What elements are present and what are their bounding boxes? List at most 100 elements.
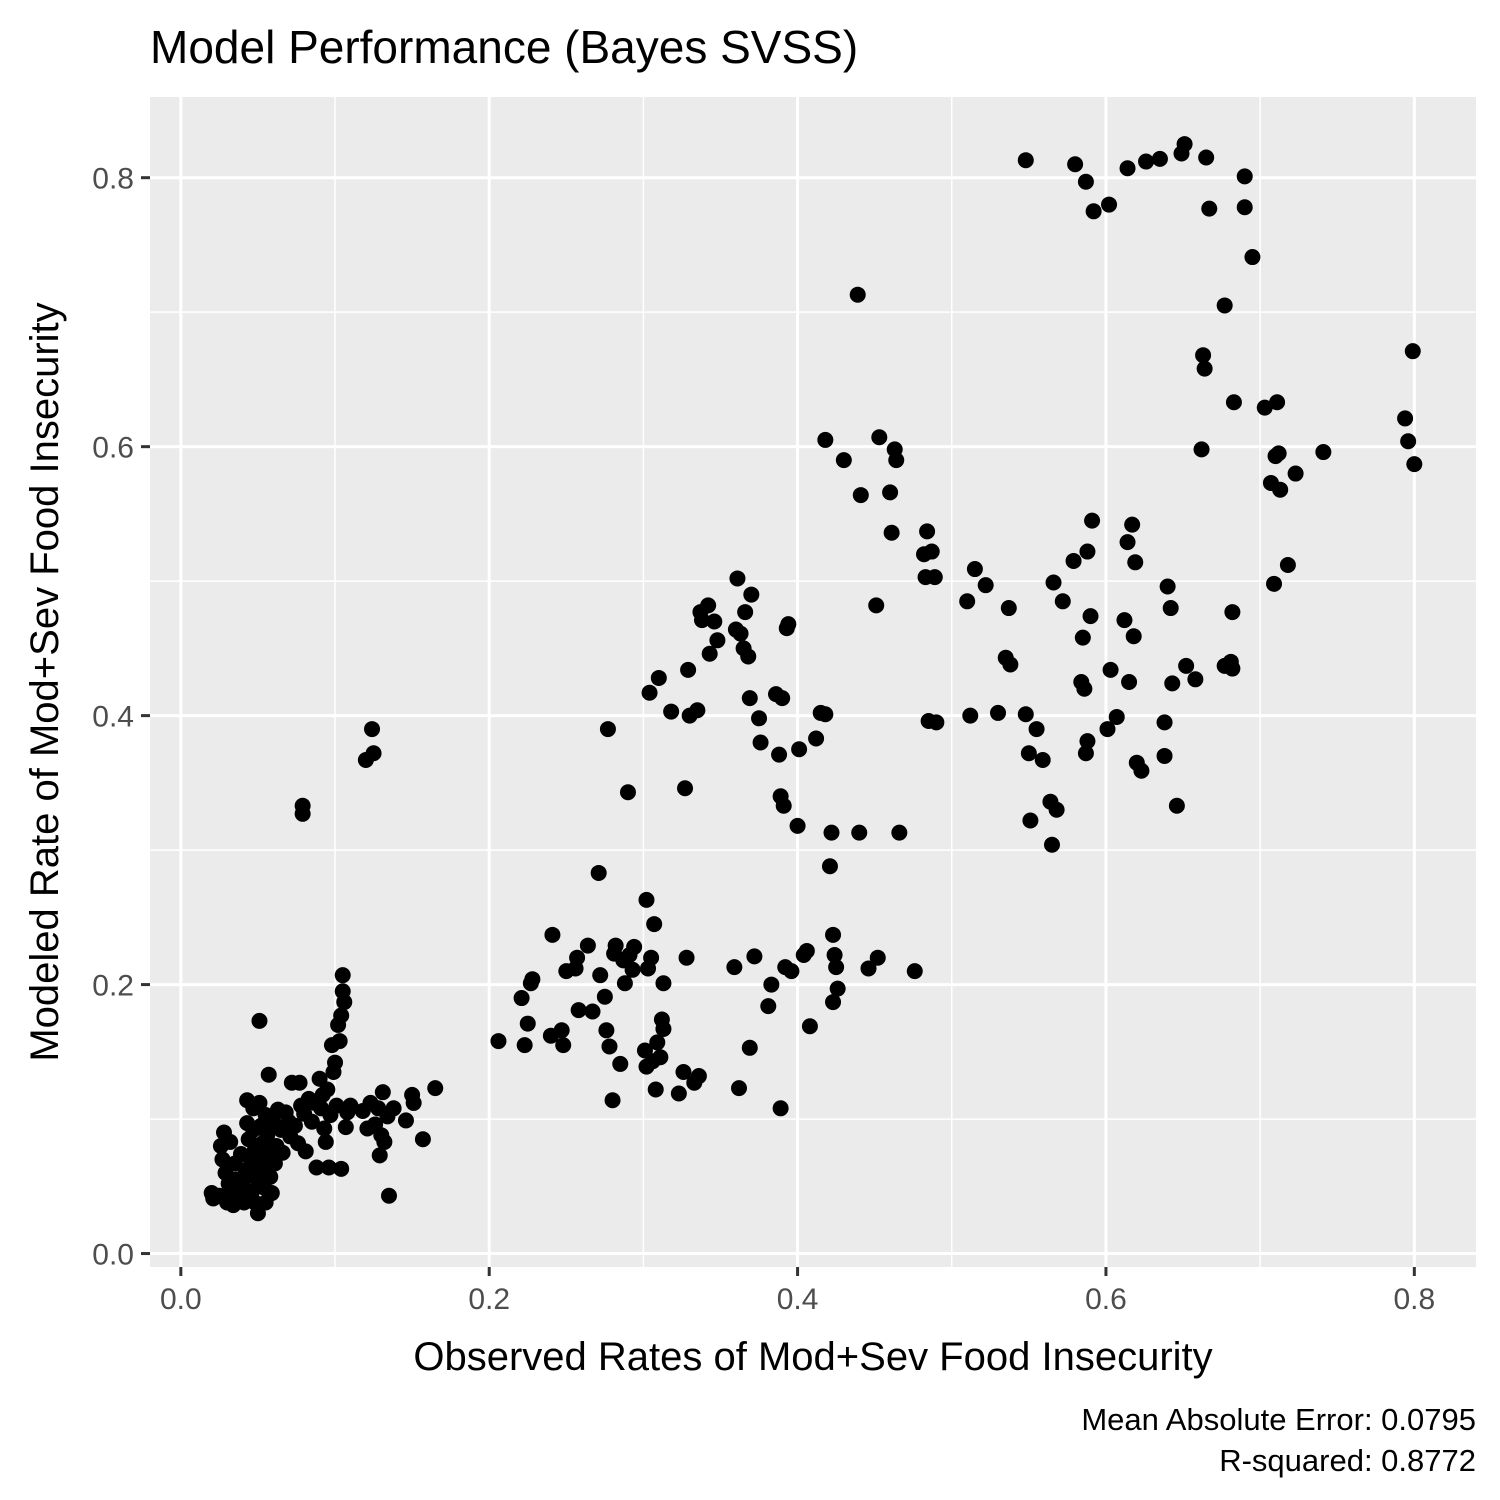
data-point [544,926,561,943]
data-point [689,702,706,719]
data-point [1225,394,1242,411]
data-point [516,1037,533,1054]
y-axis-title: Modeled Rate of Mod+Sev Food Insecurity [23,302,67,1061]
data-point [524,971,541,988]
y-tick-label: 0.8 [92,163,134,196]
data-point [675,1064,692,1080]
data-point [760,998,777,1015]
caption-r-squared: R-squared: 0.8772 [1219,1443,1476,1478]
data-point [1270,445,1287,462]
data-point [405,1094,422,1111]
data-point [990,704,1007,721]
data-point [966,561,983,578]
data-point [919,523,936,540]
data-point [851,824,868,841]
data-point [337,1119,354,1136]
data-point [677,780,694,797]
data-point [1077,745,1094,762]
data-point [414,1131,431,1148]
x-tick-label: 0.4 [777,1283,819,1316]
data-point [251,1012,268,1029]
data-point [1121,674,1138,690]
data-point [1256,399,1273,416]
data-point [259,1127,276,1144]
data-point [1187,671,1204,688]
data-point [729,570,746,587]
data-point [670,1085,687,1102]
data-point [1045,574,1062,591]
x-axis-title: Observed Rates of Mod+Sev Food Insecurit… [413,1335,1212,1379]
data-point [365,745,382,762]
data-point [376,1133,393,1150]
data-point [1287,465,1304,482]
data-point [619,784,636,801]
data-point [1000,600,1017,617]
data-point [923,543,940,560]
data-point [1077,173,1094,190]
data-point [709,632,726,649]
data-point [829,980,846,997]
data-point [1028,721,1045,738]
data-point [316,1120,333,1137]
x-tick-label: 0.8 [1393,1283,1435,1316]
data-point [616,975,633,992]
data-point [1082,608,1099,625]
data-point [652,1049,669,1066]
data-point [959,593,976,610]
chart-title: Model Performance (Bayes SVSS) [150,21,858,73]
data-point [601,1038,618,1055]
data-point [1162,600,1179,617]
data-point [598,1022,615,1039]
data-point [1164,675,1181,692]
data-point [1054,593,1071,610]
data-point [612,1055,629,1072]
data-point [1102,661,1119,678]
y-tick-label: 0.4 [92,701,134,734]
data-point [397,1112,414,1129]
data-point [222,1133,239,1150]
data-point [1127,554,1144,571]
data-point [1195,347,1212,364]
data-point [513,990,530,1007]
data-point [780,616,797,633]
data-point [374,1084,391,1101]
data-point [825,926,842,943]
data-point [1108,708,1125,725]
data-point [849,286,866,303]
data-point [1076,680,1093,697]
data-point [380,1187,397,1204]
data-point [655,975,672,992]
caption-mae: Mean Absolute Error: 0.0795 [1081,1402,1476,1437]
data-point [700,597,717,614]
data-point [584,1003,601,1020]
data-point [706,613,723,630]
data-point [364,721,381,738]
data-point [579,937,596,954]
data-point [891,824,908,841]
plot-panel [150,97,1476,1267]
data-point [596,988,613,1005]
data-point [869,949,886,966]
data-point [1196,360,1213,377]
data-point [319,1081,336,1098]
data-point [791,741,808,758]
data-point [626,938,643,955]
data-point [1224,604,1241,621]
data-point [1397,410,1414,427]
data-point [342,1097,359,1114]
data-point [1079,733,1096,750]
data-point [1133,762,1150,779]
data-point [1065,552,1082,569]
data-point [308,1159,325,1176]
data-point [888,452,905,469]
data-point [1084,512,1101,529]
data-point [690,1068,707,1085]
data-point [490,1033,507,1050]
data-point [590,864,607,881]
data-point [737,604,754,621]
data-point [1099,721,1116,738]
data-point [647,1081,664,1098]
data-point [1151,150,1168,167]
data-point [835,452,852,469]
data-point [663,703,680,720]
